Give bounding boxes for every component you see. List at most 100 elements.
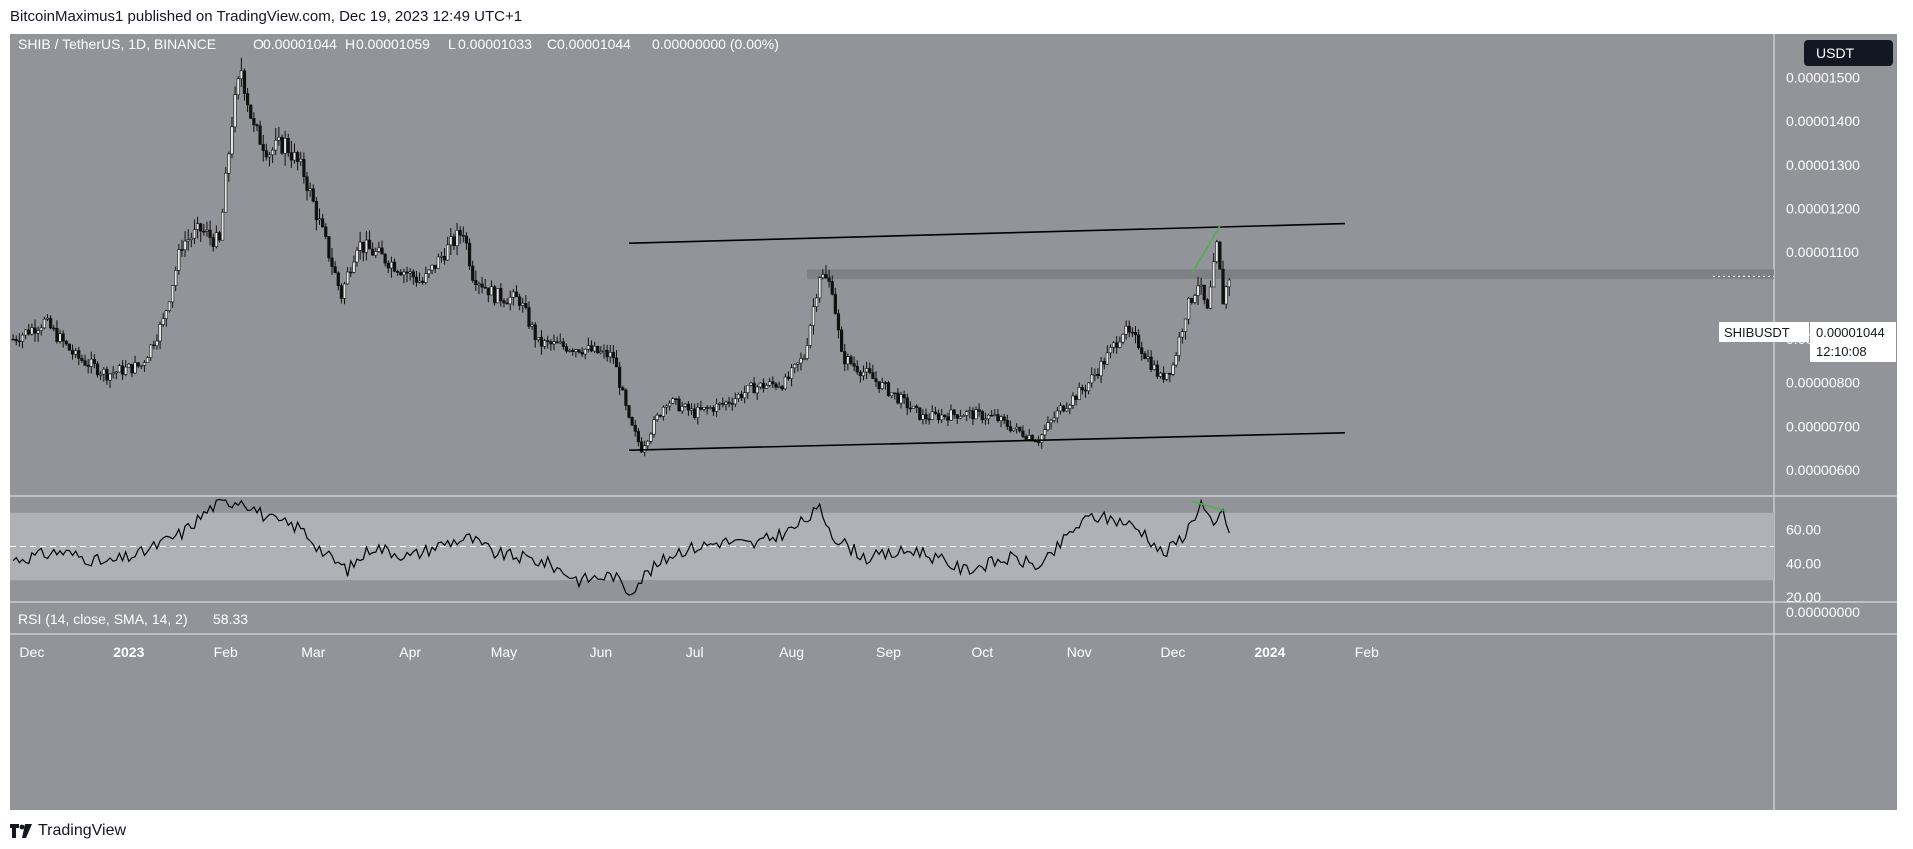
candle bbox=[1015, 423, 1019, 434]
candle bbox=[977, 403, 981, 417]
candle bbox=[805, 337, 809, 361]
candle-body bbox=[883, 382, 887, 384]
candle-body bbox=[1155, 364, 1159, 377]
legend-l-label: L bbox=[448, 36, 456, 52]
candle bbox=[874, 371, 878, 387]
candle bbox=[727, 396, 731, 408]
candle bbox=[308, 182, 312, 197]
price-tick-label: 0.00000600 bbox=[1786, 462, 1860, 478]
candle bbox=[614, 350, 619, 368]
resistance-zone bbox=[807, 269, 1774, 279]
candle-body bbox=[264, 150, 268, 158]
candle bbox=[877, 381, 881, 394]
candle bbox=[589, 340, 594, 353]
candle bbox=[1193, 293, 1197, 305]
candle-body bbox=[227, 153, 231, 174]
candle-body bbox=[886, 382, 891, 397]
trendlines-layer bbox=[628, 222, 1774, 452]
candle-body bbox=[1011, 428, 1016, 432]
candle bbox=[117, 363, 122, 373]
candle bbox=[911, 405, 916, 409]
candle-body bbox=[102, 368, 106, 375]
candle-body bbox=[42, 318, 46, 329]
candle-body bbox=[1183, 318, 1188, 332]
candle-body bbox=[27, 329, 31, 335]
candle-body bbox=[458, 230, 462, 236]
candle-body bbox=[136, 362, 140, 367]
candle-body bbox=[749, 382, 753, 386]
price-tick-label: 0.00001400 bbox=[1786, 113, 1860, 129]
candle bbox=[1074, 394, 1078, 406]
candle-body bbox=[630, 417, 634, 426]
candle bbox=[840, 326, 844, 353]
tradingview-logo-icon bbox=[10, 824, 32, 838]
candle bbox=[161, 312, 165, 327]
price-tick-label: 0.00001200 bbox=[1786, 200, 1860, 216]
candle-body bbox=[14, 338, 18, 342]
candle-body bbox=[1199, 284, 1203, 287]
candle-body bbox=[627, 405, 631, 418]
chart-canvas[interactable]: 0.00001500 0.00001400 0.00001300 0.00001200… bbox=[10, 34, 1897, 810]
candle bbox=[192, 219, 197, 245]
candle bbox=[436, 253, 440, 269]
candle-body bbox=[233, 94, 237, 128]
candle bbox=[521, 297, 525, 313]
currency-button[interactable]: USDT bbox=[1804, 40, 1893, 66]
candle-body bbox=[1224, 286, 1228, 305]
legend-h-value: 0.00001059 bbox=[356, 36, 430, 52]
candle bbox=[961, 414, 966, 417]
candle-body bbox=[668, 402, 672, 407]
candle-body bbox=[896, 392, 900, 404]
candle bbox=[771, 376, 775, 389]
candle bbox=[543, 338, 547, 350]
candle bbox=[402, 268, 406, 284]
candle bbox=[292, 143, 297, 164]
price-tick-label: 0.00001300 bbox=[1786, 157, 1860, 173]
footer-brand: TradingView bbox=[38, 822, 127, 839]
candle-body bbox=[427, 269, 431, 274]
candle-body bbox=[1124, 325, 1128, 335]
candle-body bbox=[558, 341, 562, 344]
candle-body bbox=[36, 330, 40, 334]
candle bbox=[1068, 403, 1072, 415]
candle-body bbox=[477, 283, 481, 286]
candle-body bbox=[714, 403, 719, 412]
candle-body bbox=[846, 356, 850, 365]
candle-body bbox=[61, 333, 65, 342]
candle bbox=[49, 315, 53, 330]
candle-body bbox=[952, 409, 956, 415]
candle-body bbox=[258, 125, 262, 145]
candle-body bbox=[530, 324, 534, 327]
zero-tick-label: 0.00000000 bbox=[1786, 604, 1860, 620]
candle bbox=[986, 413, 991, 425]
candle bbox=[130, 363, 134, 378]
candle-body bbox=[124, 366, 128, 375]
candle-body bbox=[311, 188, 315, 202]
candle-body bbox=[730, 403, 734, 405]
rsi-legend-label: RSI (14, close, SMA, 14, 2) bbox=[18, 611, 188, 627]
candle bbox=[20, 332, 25, 349]
candle-body bbox=[958, 416, 963, 419]
candle-body bbox=[536, 337, 540, 340]
candle bbox=[824, 265, 828, 279]
candle bbox=[11, 334, 15, 341]
candle-body bbox=[802, 358, 806, 360]
candle-body bbox=[424, 273, 428, 283]
candle-body bbox=[821, 274, 825, 279]
candle bbox=[186, 229, 190, 251]
candle-body bbox=[683, 403, 687, 407]
legend-h-label: H bbox=[345, 36, 355, 52]
candle-body bbox=[439, 256, 444, 258]
candle-body bbox=[355, 249, 359, 263]
candle bbox=[39, 324, 43, 336]
candle-body bbox=[1162, 372, 1166, 380]
candle-body bbox=[114, 371, 118, 374]
candle-body bbox=[496, 288, 500, 304]
candle-body bbox=[983, 418, 988, 421]
chart-frame[interactable]: 0.00001500 0.00001400 0.00001300 0.00001200… bbox=[10, 34, 1897, 810]
candle bbox=[1077, 382, 1081, 400]
candle bbox=[799, 352, 803, 371]
candle bbox=[408, 268, 412, 281]
price-tick-label: 0.00000800 bbox=[1786, 375, 1860, 391]
candle bbox=[693, 403, 697, 420]
